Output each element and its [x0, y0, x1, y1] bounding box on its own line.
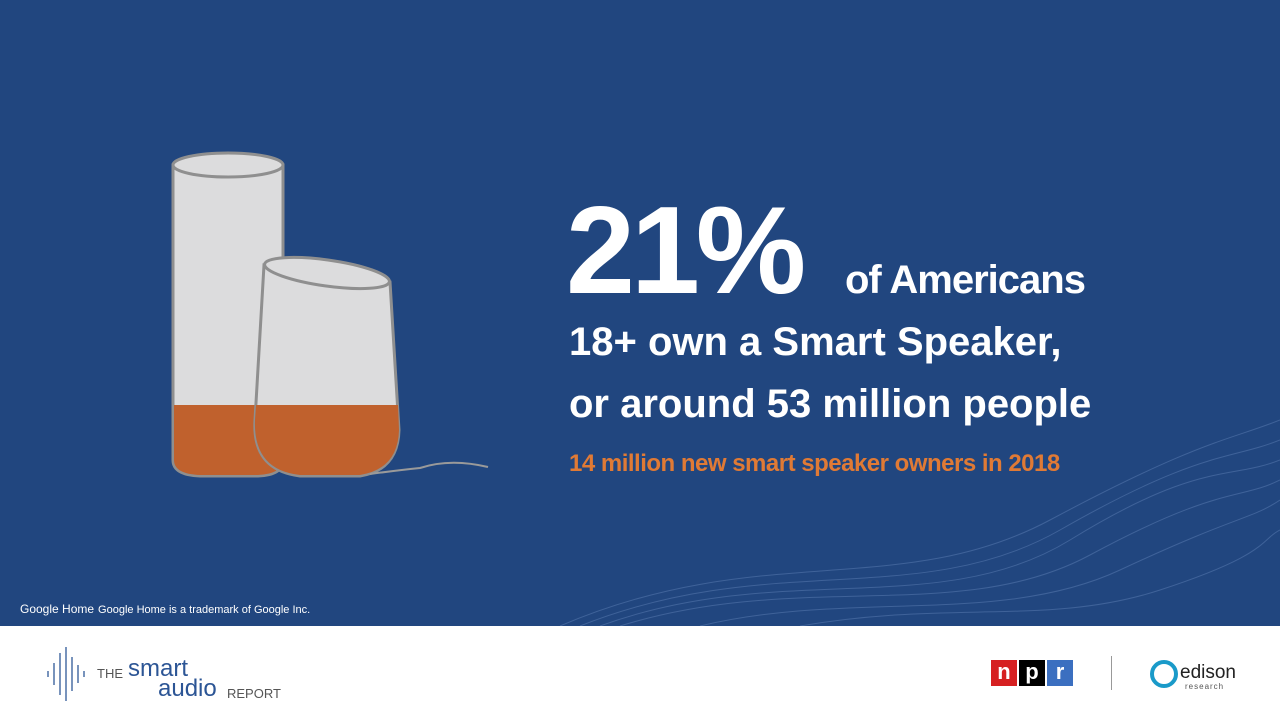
- report-smart: smart: [128, 655, 188, 682]
- divider: [1111, 656, 1112, 690]
- npr-letter: r: [1047, 660, 1073, 686]
- subline: 14 million new smart speaker owners in 2…: [569, 450, 1060, 477]
- stat: 21%: [566, 182, 806, 320]
- illustration: [171, 151, 1280, 626]
- wave-decoration: [559, 419, 1280, 626]
- npr-letter: n: [991, 660, 1017, 686]
- edison-name: edison: [1180, 662, 1236, 683]
- speaker-short: [253, 255, 489, 478]
- headline-line: 18+ own a Smart Speaker,: [569, 320, 1062, 364]
- edison-sub: research: [1185, 682, 1225, 691]
- footnote-text: Google Home is a trademark of Google Inc…: [98, 604, 311, 616]
- main-panel: 21% of Americans 18+ own a Smart Speaker…: [0, 0, 1280, 626]
- edison-icon: [1150, 660, 1178, 688]
- stat-suffix: of Americans: [845, 258, 1086, 302]
- footnote-brand: Google Home: [20, 602, 95, 616]
- headline-line: or around 53 million people: [569, 382, 1092, 426]
- report-the: THE: [97, 666, 123, 681]
- footnote: Google Home Google Home is a trademark of…: [20, 602, 310, 616]
- report-report: REPORT: [227, 686, 281, 701]
- waveform-icon: [47, 647, 85, 701]
- npr-letter: p: [1019, 660, 1045, 686]
- speaker-tall: [171, 151, 285, 478]
- report-audio: audio: [158, 675, 217, 702]
